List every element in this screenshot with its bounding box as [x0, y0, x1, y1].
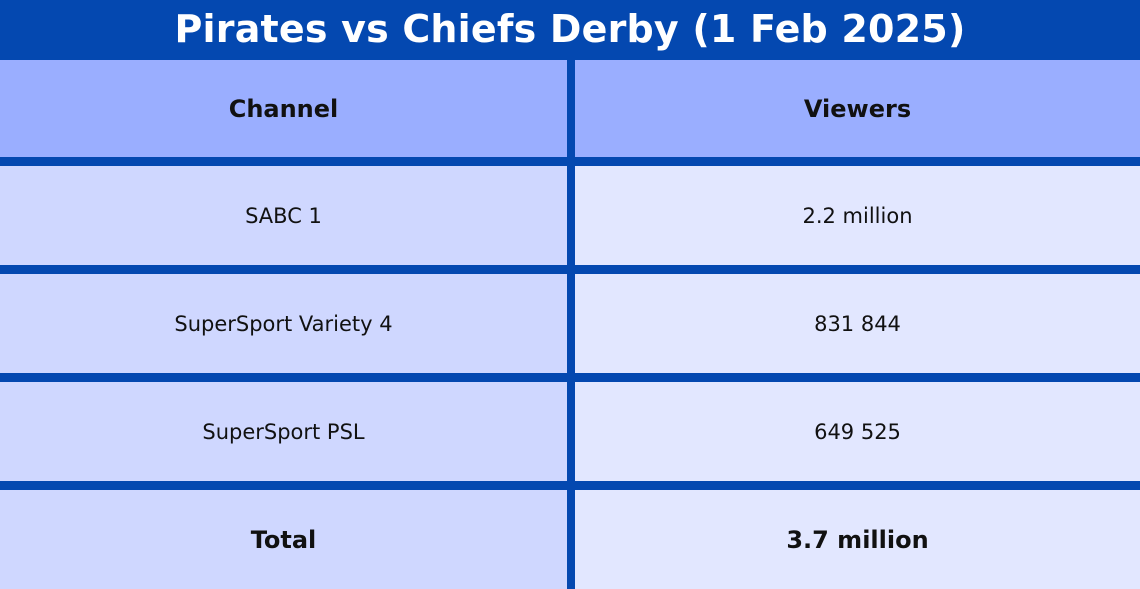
page-title: Pirates vs Chiefs Derby (1 Feb 2025) [174, 7, 966, 51]
table-row-1-channel: SABC 1 [0, 166, 567, 265]
table-row-3-channel: SuperSport PSL [0, 382, 567, 481]
table-row-2-viewers: 831 844 [575, 274, 1140, 373]
column-header-viewers: Viewers [575, 60, 1140, 157]
table-row-1-viewers: 2.2 million [575, 166, 1140, 265]
table-row-3-viewers: 649 525 [575, 382, 1140, 481]
total-value: 3.7 million [575, 490, 1140, 589]
column-header-channel: Channel [0, 60, 567, 157]
table-row-2-channel: SuperSport Variety 4 [0, 274, 567, 373]
total-label: Total [0, 490, 567, 589]
